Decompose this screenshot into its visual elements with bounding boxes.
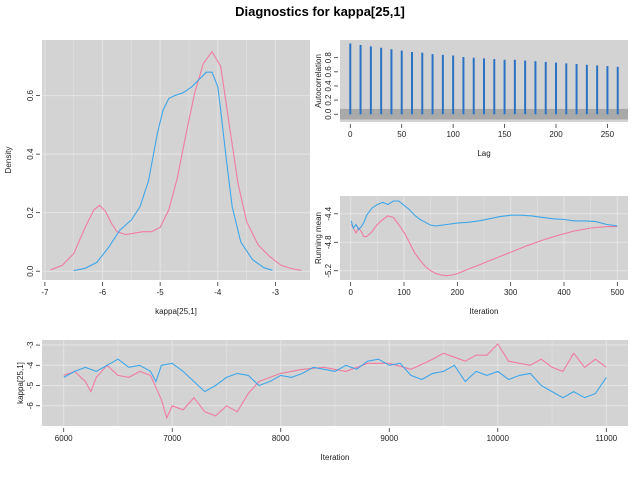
series-line-chain-2 [63,358,607,399]
y-tick-label: -4.4 [324,206,333,220]
y-tick-label: -4.8 [324,235,333,249]
y-axis-label: kappa[25,1] [16,362,25,404]
y-tick-label: 0.2 [26,207,35,219]
y-tick-label: 0.0 [26,265,35,277]
x-axis-label: Iteration [470,307,499,316]
x-axis-label: Iteration [321,453,350,462]
plot-background [42,40,310,280]
panel-running_mean [334,196,628,286]
x-tick-label: -5 [157,288,165,297]
y-tick-label: 0.8 [324,52,333,64]
x-tick-label: 200 [451,288,465,297]
x-tick-label: -3 [272,288,280,297]
panel-density [36,40,310,286]
series-line-chain-2 [73,71,273,272]
x-tick-label: 6000 [55,434,73,443]
y-tick-label: -3 [26,341,35,349]
series-line-chain-1 [63,343,607,420]
x-tick-label: 500 [611,288,625,297]
figure-title: Diagnostics for kappa[25,1] [235,4,405,19]
x-tick-label: -6 [99,288,107,297]
series-line-chain-2 [350,200,618,231]
panel-trace [36,340,628,432]
x-axis-label: kappa[25,1] [155,307,197,316]
x-tick-label: 150 [498,130,512,139]
y-tick-label: 0.2 [324,94,333,106]
y-tick-label: -4 [26,361,35,369]
y-tick-label: 0.6 [26,90,35,102]
y-axis-label: Running mean [314,212,323,264]
y-tick-label: 0.0 [324,108,333,120]
x-tick-label: -4 [214,288,222,297]
x-tick-label: 8000 [272,434,290,443]
x-tick-label: 0 [348,130,353,139]
y-tick-label: -5 [26,381,35,389]
x-tick-label: 200 [549,130,563,139]
x-axis-label: Lag [477,149,490,158]
x-tick-label: 100 [446,130,460,139]
x-tick-label: 9000 [380,434,398,443]
x-tick-label: 400 [557,288,571,297]
x-tick-label: 0 [348,288,353,297]
y-tick-label: 0.4 [324,80,333,92]
x-tick-label: 300 [504,288,518,297]
x-tick-label: 11000 [595,434,617,443]
series-line-chain-1 [350,215,618,277]
x-tick-label: 100 [397,288,411,297]
y-axis-label: Density [4,147,13,174]
y-axis-label: Autocorrelation [314,54,323,108]
x-tick-label: 7000 [163,434,181,443]
series-line-chain-1 [50,50,302,271]
x-tick-label: 250 [601,130,615,139]
y-tick-label: -6 [26,402,35,410]
x-tick-label: -7 [41,288,49,297]
y-tick-label: 0.4 [26,148,35,160]
y-tick-label: 0.6 [324,66,333,78]
y-tick-label: -5.2 [324,263,333,277]
x-tick-label: 10000 [487,434,510,443]
x-tick-label: 50 [397,130,406,139]
panel-autocorrelation [334,40,628,128]
